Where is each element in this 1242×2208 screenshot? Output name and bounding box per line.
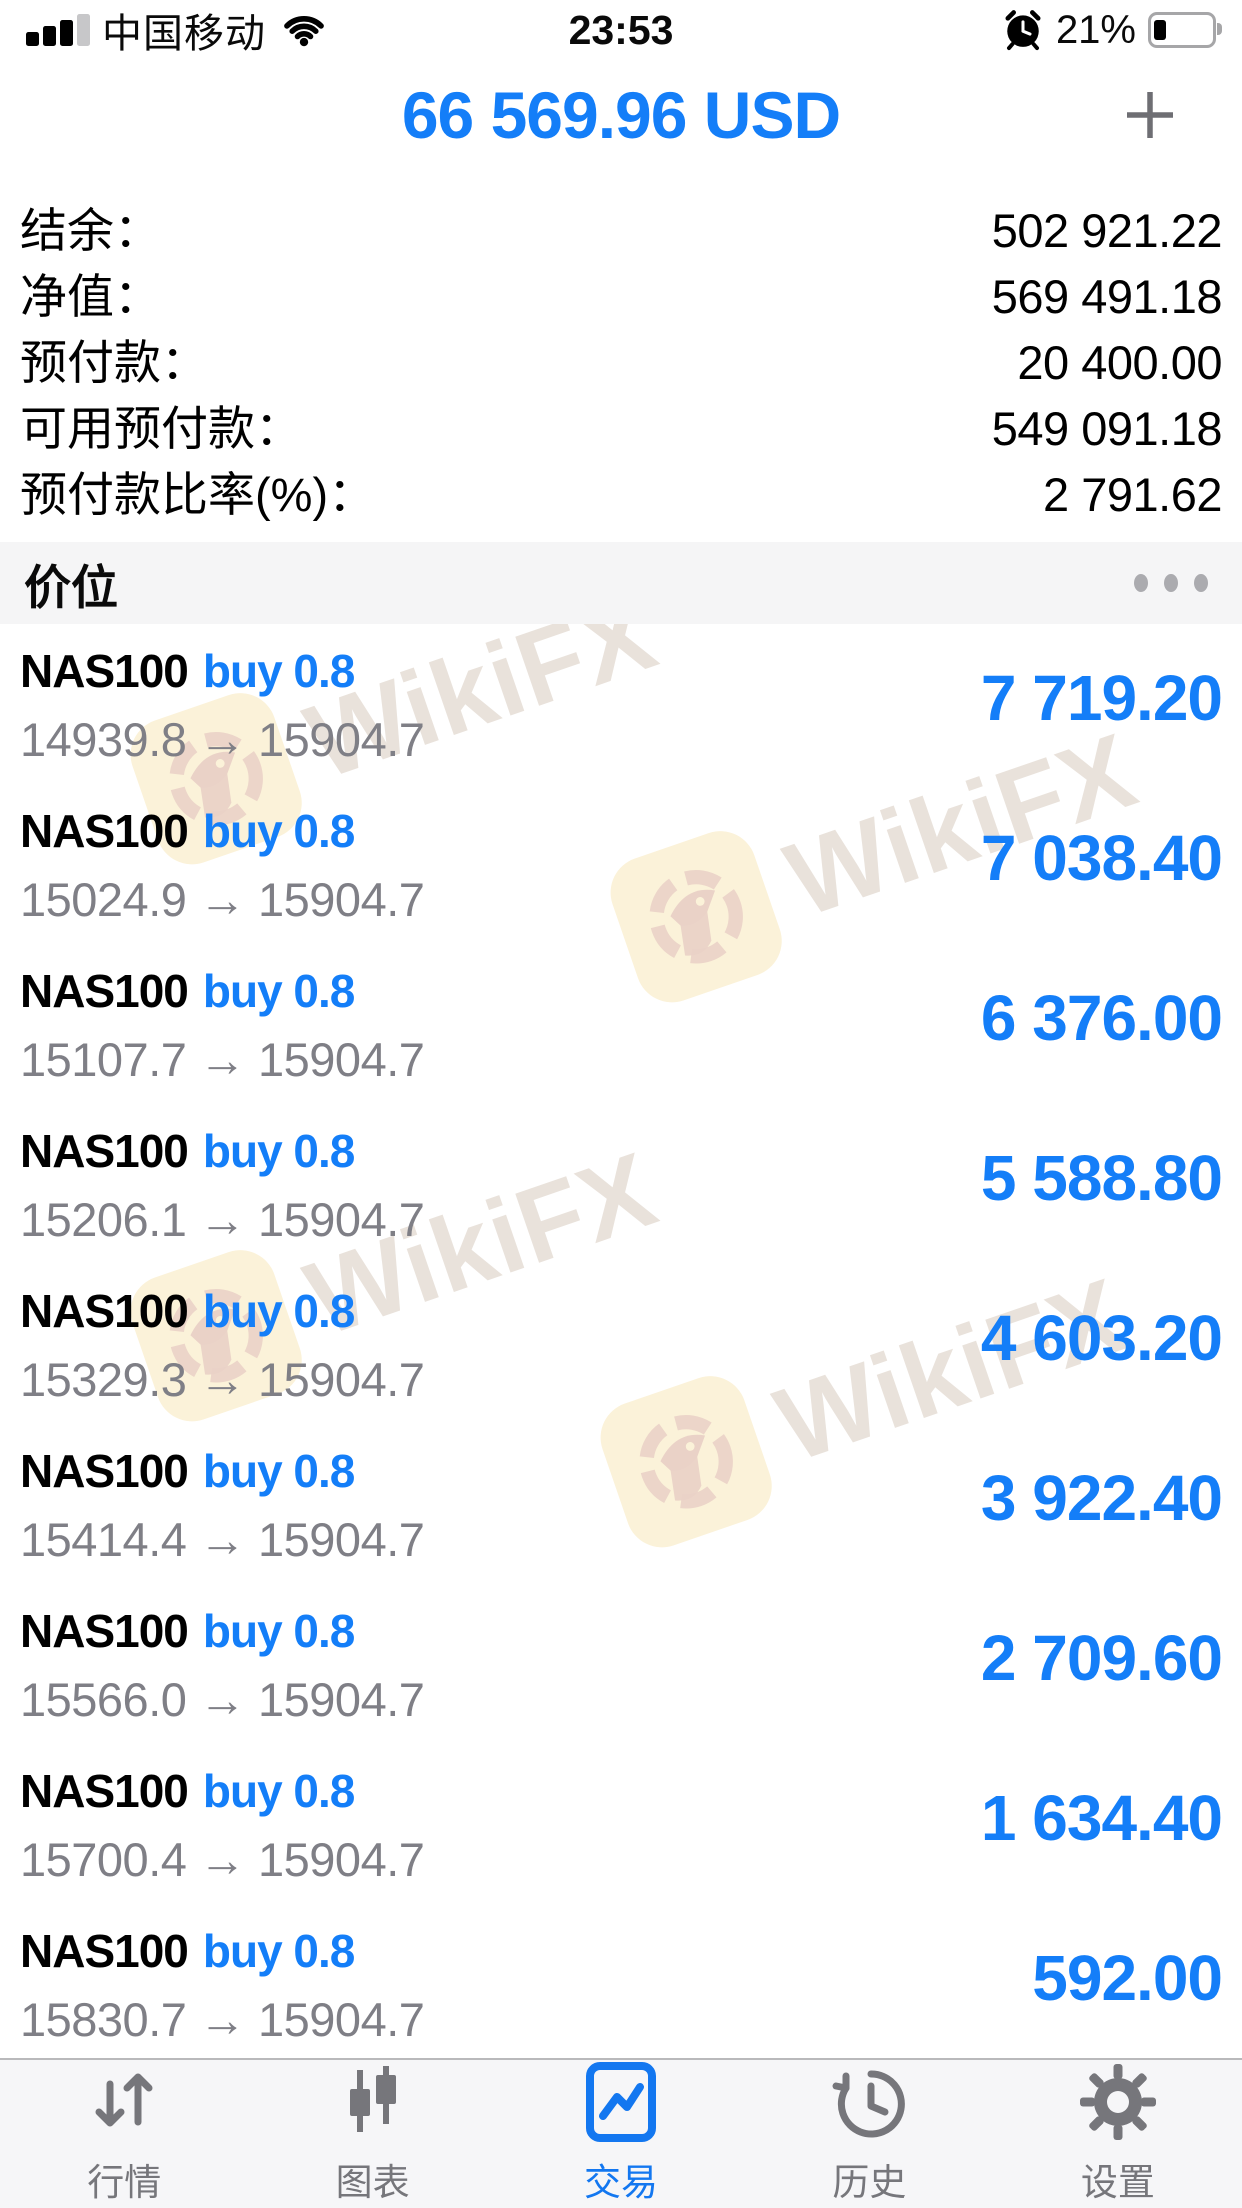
position-profit: 2 709.60 [980, 1622, 1223, 1694]
tab-quotes[interactable]: 行情 [0, 2060, 248, 2208]
trade-chart-icon [586, 2062, 657, 2142]
add-order-button[interactable] [1122, 87, 1178, 143]
summary-row-free-margin: 可用预付款： 549 091.18 [20, 396, 1223, 462]
position-side: buy 0.8 [202, 1925, 356, 1977]
alarm-icon [1005, 10, 1041, 51]
ellipsis-icon [1134, 574, 1208, 592]
position-side: buy 0.8 [202, 805, 356, 857]
tab-charts[interactable]: 图表 [248, 2060, 496, 2208]
position-row[interactable]: NAS100 buy 0.8 15414.4 → 15904.7 3 922.40 [0, 1424, 1242, 1584]
position-side: buy 0.8 [202, 965, 356, 1017]
summary-label: 结余： [20, 204, 161, 257]
quotes-arrows-icon [95, 2073, 153, 2127]
position-prices: 15329.3 → 15904.7 [20, 1353, 425, 1406]
position-row[interactable]: NAS100 buy 0.8 15830.7 → 15904.7 592.00 [0, 1904, 1242, 2064]
position-row[interactable]: NAS100 buy 0.8 15107.7 → 15904.7 6 376.00 [0, 944, 1242, 1104]
position-symbol: NAS100 [20, 645, 189, 697]
position-prices: 15830.7 → 15904.7 [20, 1993, 425, 2046]
summary-label: 可用预付款： [20, 402, 302, 455]
tab-settings[interactable]: 设置 [994, 2060, 1242, 2208]
position-side: buy 0.8 [202, 1445, 356, 1497]
position-row[interactable]: NAS100 buy 0.8 15329.3 → 15904.7 4 603.20 [0, 1264, 1242, 1424]
summary-value: 549 091.18 [991, 402, 1223, 455]
tab-trade[interactable]: 交易 [497, 2060, 745, 2208]
summary-value: 569 491.18 [991, 270, 1223, 323]
position-symbol: NAS100 [20, 1925, 189, 1977]
position-side: buy 0.8 [202, 645, 356, 697]
status-bar-right: 21% [1002, 7, 1222, 53]
position-row[interactable]: NAS100 buy 0.8 14939.8 → 15904.7 7 719.20 [0, 624, 1242, 784]
positions-section-header: 价位 [0, 542, 1242, 624]
position-prices: 15566.0 → 15904.7 [20, 1673, 425, 1726]
tab-label: 历史 [832, 2162, 907, 2203]
summary-label: 净值： [20, 270, 161, 323]
position-profit: 7 038.40 [980, 822, 1223, 894]
history-clock-icon [832, 2070, 906, 2138]
position-profit: 1 634.40 [980, 1782, 1223, 1854]
position-prices: 15206.1 → 15904.7 [20, 1193, 425, 1246]
position-profit: 6 376.00 [980, 982, 1223, 1054]
summary-value: 502 921.22 [991, 204, 1223, 257]
position-symbol: NAS100 [20, 1285, 189, 1337]
position-prices: 14939.8 → 15904.7 [20, 713, 425, 766]
battery-percent: 21% [1055, 7, 1136, 52]
position-profit: 5 588.80 [980, 1142, 1223, 1214]
position-symbol: NAS100 [20, 1605, 189, 1657]
summary-label: 预付款： [20, 336, 208, 389]
position-symbol: NAS100 [20, 1765, 189, 1817]
position-prices: 15414.4 → 15904.7 [20, 1513, 425, 1566]
position-symbol: NAS100 [20, 1445, 189, 1497]
summary-row-balance: 结余： 502 921.22 [20, 198, 1223, 264]
account-header: 66 569.96 USD [0, 60, 1242, 170]
positions-list: NAS100 buy 0.8 14939.8 → 15904.7 7 719.20… [0, 624, 1242, 2064]
position-symbol: NAS100 [20, 805, 189, 857]
summary-row-margin-level: 预付款比率(%)： 2 791.62 [20, 462, 1222, 528]
position-profit: 4 603.20 [980, 1302, 1223, 1374]
tab-label: 图表 [335, 2162, 410, 2203]
tab-bar: 行情 图表 交易 历史 [0, 2058, 1242, 2208]
summary-label: 预付款比率(%)： [20, 468, 376, 521]
battery-icon [1148, 12, 1222, 48]
settings-gear-icon [1079, 2064, 1156, 2140]
carrier-label: 中国移动 [102, 12, 266, 56]
position-side: buy 0.8 [202, 1125, 356, 1177]
position-side: buy 0.8 [202, 1765, 356, 1817]
summary-row-margin: 预付款： 20 400.00 [20, 330, 1222, 396]
tab-label: 设置 [1080, 2162, 1155, 2203]
tab-history[interactable]: 历史 [745, 2060, 993, 2208]
position-prices: 15024.9 → 15904.7 [20, 873, 425, 926]
position-prices: 15700.4 → 15904.7 [20, 1833, 425, 1886]
position-profit: 592.00 [1032, 1942, 1223, 2014]
candlestick-chart-icon [349, 2066, 396, 2132]
more-options-button[interactable] [1124, 565, 1218, 601]
balance-title: 66 569.96 USD [401, 78, 841, 152]
position-profit: 3 922.40 [980, 1462, 1223, 1534]
position-side: buy 0.8 [202, 1605, 356, 1657]
position-row[interactable]: NAS100 buy 0.8 15700.4 → 15904.7 1 634.40 [0, 1744, 1242, 1904]
summary-value: 20 400.00 [1017, 336, 1222, 389]
position-side: buy 0.8 [202, 1285, 356, 1337]
clock-time: 23:53 [568, 6, 674, 53]
status-bar-left: 中国移动 [26, 1, 330, 59]
position-prices: 15107.7 → 15904.7 [20, 1033, 425, 1086]
position-symbol: NAS100 [20, 1125, 189, 1177]
summary-value: 2 791.62 [1043, 468, 1222, 521]
positions-section-title: 价位 [24, 560, 118, 614]
cellular-signal-icon [26, 14, 90, 46]
position-profit: 7 719.20 [980, 662, 1223, 734]
tab-label: 交易 [584, 2162, 659, 2203]
wifi-icon [284, 16, 324, 47]
position-row[interactable]: NAS100 buy 0.8 15566.0 → 15904.7 2 709.60 [0, 1584, 1242, 1744]
position-row[interactable]: NAS100 buy 0.8 15024.9 → 15904.7 7 038.40 [0, 784, 1242, 944]
account-summary: 结余： 502 921.22 净值： 569 491.18 预付款： 20 40… [0, 170, 1242, 542]
tab-label: 行情 [87, 2162, 162, 2203]
position-symbol: NAS100 [20, 965, 189, 1017]
plus-icon [1127, 92, 1173, 138]
summary-row-equity: 净值： 569 491.18 [20, 264, 1223, 330]
position-row[interactable]: NAS100 buy 0.8 15206.1 → 15904.7 5 588.80 [0, 1104, 1242, 1264]
status-bar: 中国移动 23:53 21% [0, 0, 1242, 60]
